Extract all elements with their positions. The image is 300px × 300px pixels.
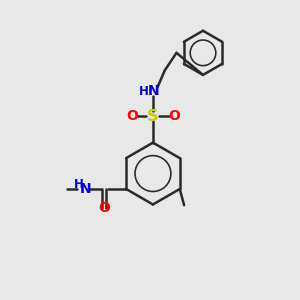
Text: O: O [168, 109, 180, 123]
Text: H: H [74, 178, 83, 190]
Text: N: N [80, 182, 91, 196]
Text: O: O [126, 109, 138, 123]
Text: N: N [148, 84, 160, 98]
Text: H: H [139, 85, 148, 98]
Text: S: S [147, 109, 159, 124]
Text: O: O [98, 201, 110, 215]
